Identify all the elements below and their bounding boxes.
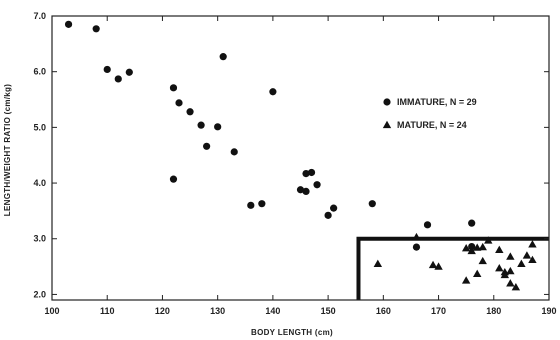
legend-label: IMMATURE, N = 29 [397,97,477,107]
mature-point [478,242,487,251]
y-tick-label: 4.0 [33,178,46,188]
immature-point [92,25,100,33]
legend-marker-mature [382,120,392,129]
x-tick-label: 150 [321,306,336,316]
x-tick-label: 170 [431,306,446,316]
mature-point [506,252,515,260]
legend-label: MATURE, N = 24 [397,120,467,130]
y-tick-label: 5.0 [33,122,46,132]
mature-point [484,236,493,244]
immature-point [203,142,211,150]
immature-point [302,169,310,178]
y-axis-title: LENGTH/WEIGHT RATIO (cm/kg) [3,84,12,216]
immature-point [296,186,305,194]
immature-point [302,187,310,196]
mature-point [511,282,521,291]
x-tick-label: 110 [100,306,115,316]
x-tick-label: 190 [541,306,556,316]
immature-point [125,68,133,76]
immature-point [230,148,238,156]
y-tick-label: 2.0 [33,289,46,299]
x-tick-label: 180 [486,306,501,316]
mature-point [373,259,383,267]
x-tick-label: 130 [210,306,225,316]
mature-point [506,279,515,287]
mature-point [412,232,421,241]
immature-point [103,65,111,74]
x-tick-label: 140 [265,306,280,316]
mature-point [495,264,504,272]
immature-point [197,121,205,129]
immature-point [468,219,476,227]
mature-point [528,240,537,248]
immature-point [247,201,255,209]
immature-point [423,221,432,229]
immature-point [219,53,227,61]
mature-point [495,245,504,254]
mature-point [500,270,510,279]
mature-region-border [356,236,549,300]
x-tick-label: 100 [44,306,59,316]
mature-point [522,251,532,259]
immature-point [64,20,73,28]
immature-point [412,243,421,251]
x-axis-title: BODY LENGTH (cm) [251,328,333,337]
mature-point [461,244,471,252]
immature-point [114,75,122,83]
mature-point [467,246,476,255]
immature-point [468,242,476,251]
plot-frame [51,15,550,301]
mature-point [428,260,438,269]
mature-point [434,262,443,270]
mature-point [528,255,537,264]
mature-point [461,276,471,284]
immature-point [169,175,178,183]
mature-point [473,269,482,277]
immature-point [169,84,178,92]
immature-point [214,123,222,131]
immature-point [186,108,194,116]
immature-point [313,181,321,189]
mature-point [517,259,526,267]
immature-point [330,204,338,212]
y-tick-label: 6.0 [33,67,46,77]
mature-point [506,266,515,275]
immature-point [175,99,183,107]
immature-point [324,211,332,219]
immature-point [368,200,376,208]
immature-point [307,168,316,177]
immature-point [269,88,277,96]
x-tick-label: 160 [376,306,391,316]
legend-marker-immature [383,98,391,106]
immature-point [258,200,266,208]
y-tick-label: 3.0 [33,234,46,244]
y-tick-label: 7.0 [33,11,46,21]
x-tick-label: 120 [155,306,170,316]
mature-point [478,256,487,265]
